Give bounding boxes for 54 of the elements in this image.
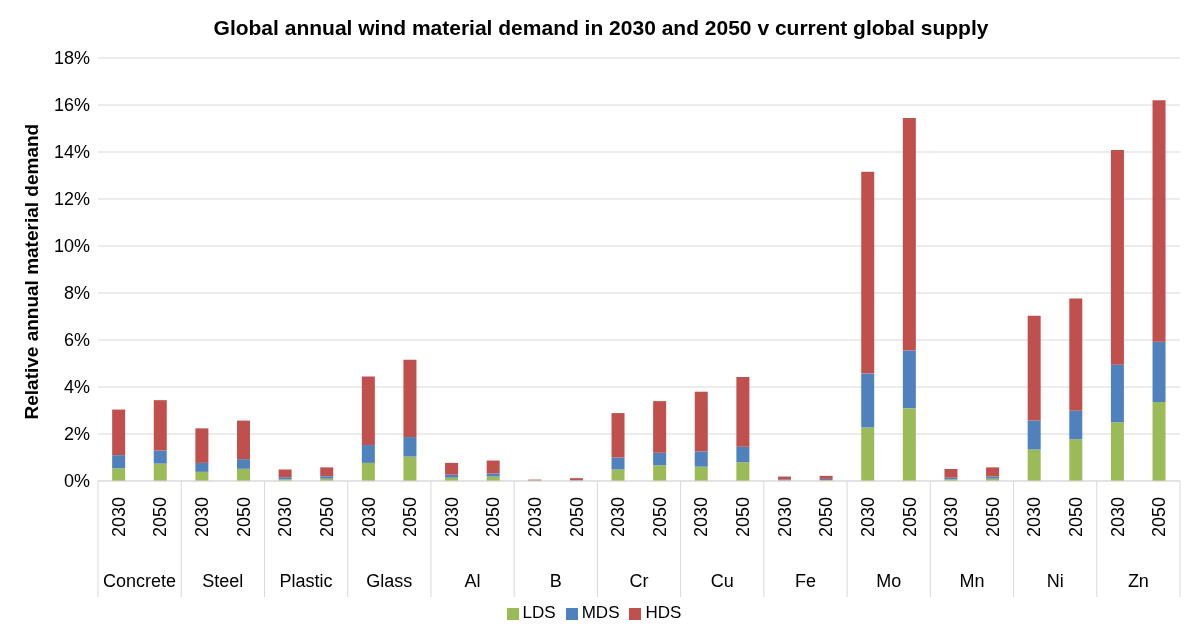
text: Ni — [1046, 571, 1064, 591]
y-tick-label: 12% — [53, 189, 90, 210]
y-tick-label: 8% — [63, 283, 90, 304]
x-tick-label: 2030 — [192, 497, 213, 538]
x-tick-label: 2050 — [483, 497, 504, 538]
legend-label: HDS — [645, 603, 682, 622]
legend-label: LDS — [522, 603, 556, 622]
y-tick-label: 10% — [53, 236, 90, 257]
x-tick-label: 2030 — [275, 497, 296, 538]
y-tick-label: 6% — [63, 330, 90, 351]
y-tick-label: 0% — [63, 471, 90, 492]
text: Al — [464, 571, 481, 591]
text: Cr — [629, 571, 649, 591]
x-tick-label: 2050 — [899, 497, 920, 538]
x-tick-label: 2050 — [233, 497, 254, 538]
x-tick-label: 2030 — [691, 497, 712, 538]
text: Mo — [876, 571, 902, 591]
x-tick-label: 2030 — [358, 497, 379, 538]
text: Fe — [794, 571, 816, 591]
y-tick-label: 4% — [63, 377, 90, 398]
legend-label: MDS — [581, 603, 620, 622]
text: Steel — [202, 571, 244, 591]
x-tick-label: 2030 — [1107, 497, 1128, 538]
y-axis-title: Relative annual material demand — [20, 123, 42, 420]
x-tick-label: 2050 — [816, 497, 837, 538]
y-tick-label: 16% — [53, 95, 90, 116]
x-tick-label: 2050 — [316, 497, 337, 538]
text: Concrete — [103, 571, 177, 591]
x-tick-label: 2050 — [150, 497, 171, 538]
x-tick-label: 2050 — [1065, 497, 1086, 538]
y-tick-label: 18% — [53, 48, 90, 69]
x-tick-label: 2050 — [566, 497, 587, 538]
text: Zn — [1127, 571, 1149, 591]
chart-title: Global annual wind material demand in 2030 and 2050 v current global supply — [212, 15, 990, 41]
y-tick-label: 14% — [53, 142, 90, 163]
x-tick-label: 2050 — [1149, 497, 1170, 538]
text: Glass — [366, 571, 413, 591]
x-tick-label: 2030 — [608, 497, 629, 538]
x-tick-label: 2030 — [108, 497, 129, 538]
x-tick-label: 2050 — [649, 497, 670, 538]
text: Cu — [710, 571, 734, 591]
x-tick-label: 2050 — [400, 497, 421, 538]
x-tick-label: 2030 — [441, 497, 462, 538]
y-tick-label: 2% — [63, 424, 90, 445]
text: B — [549, 571, 562, 591]
x-tick-label: 2030 — [774, 497, 795, 538]
text: Plastic — [279, 571, 333, 591]
text: Mn — [959, 571, 985, 591]
x-tick-label: 2050 — [733, 497, 754, 538]
x-tick-label: 2050 — [982, 497, 1003, 538]
x-tick-label: 2030 — [1024, 497, 1045, 538]
x-tick-label: 2030 — [524, 497, 545, 538]
x-tick-label: 2030 — [941, 497, 962, 538]
x-tick-label: 2030 — [857, 497, 878, 538]
